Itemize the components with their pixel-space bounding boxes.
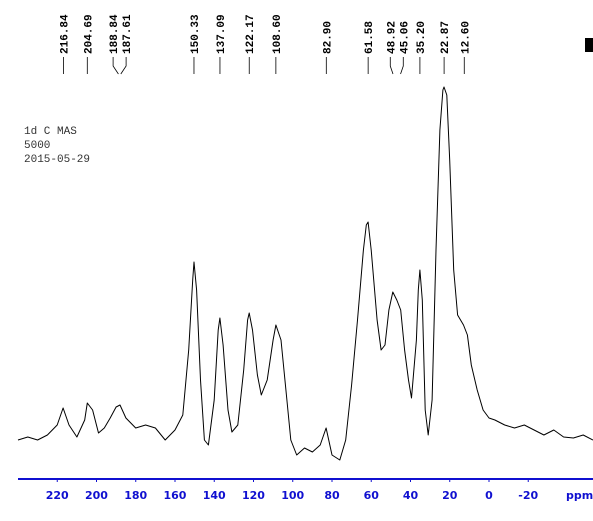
x-tick-label: 180 [124,489,147,502]
x-tick-label: 60 [364,489,380,502]
x-tick-label: 160 [164,489,187,502]
peak-label: 188.84 [109,14,121,54]
marker [585,38,593,52]
x-axis-label: ppm [566,489,593,502]
title-line: 1d C MAS [24,126,77,138]
x-tick-label: 200 [85,489,108,502]
peak-connector [389,57,394,75]
x-tick-label: 120 [242,489,265,502]
title-line: 2015-05-29 [24,154,90,166]
peak-label: 137.09 [216,14,228,54]
x-tick-label: 40 [403,489,419,502]
x-tick-label: 0 [485,489,493,502]
x-tick-label: 80 [324,489,340,502]
peak-label: 204.69 [83,14,95,54]
x-tick-label: 20 [442,489,458,502]
peak-label: 61.58 [364,21,376,54]
title-line: 5000 [24,140,50,152]
x-tick-label: 220 [46,489,69,502]
peak-label: 216.84 [59,14,71,54]
x-tick-label: 140 [203,489,226,502]
x-tick-label: -20 [518,489,538,502]
x-tick-label: 100 [281,489,304,502]
peak-label: 48.92 [386,21,398,54]
peak-label: 45.06 [399,21,411,54]
peak-label: 12.60 [460,21,472,54]
peak-label: 150.33 [190,14,202,54]
peak-label: 122.17 [245,14,257,54]
peak-label: 108.60 [272,14,284,54]
peak-label: 187.61 [122,14,134,54]
peak-label: 35.20 [416,21,428,54]
spectrum-line [17,86,593,461]
peak-connector [120,57,127,75]
peak-label: 22.87 [440,21,452,54]
peak-label: 82.90 [322,21,334,54]
peak-connector [112,57,119,75]
peak-connector [400,57,404,75]
